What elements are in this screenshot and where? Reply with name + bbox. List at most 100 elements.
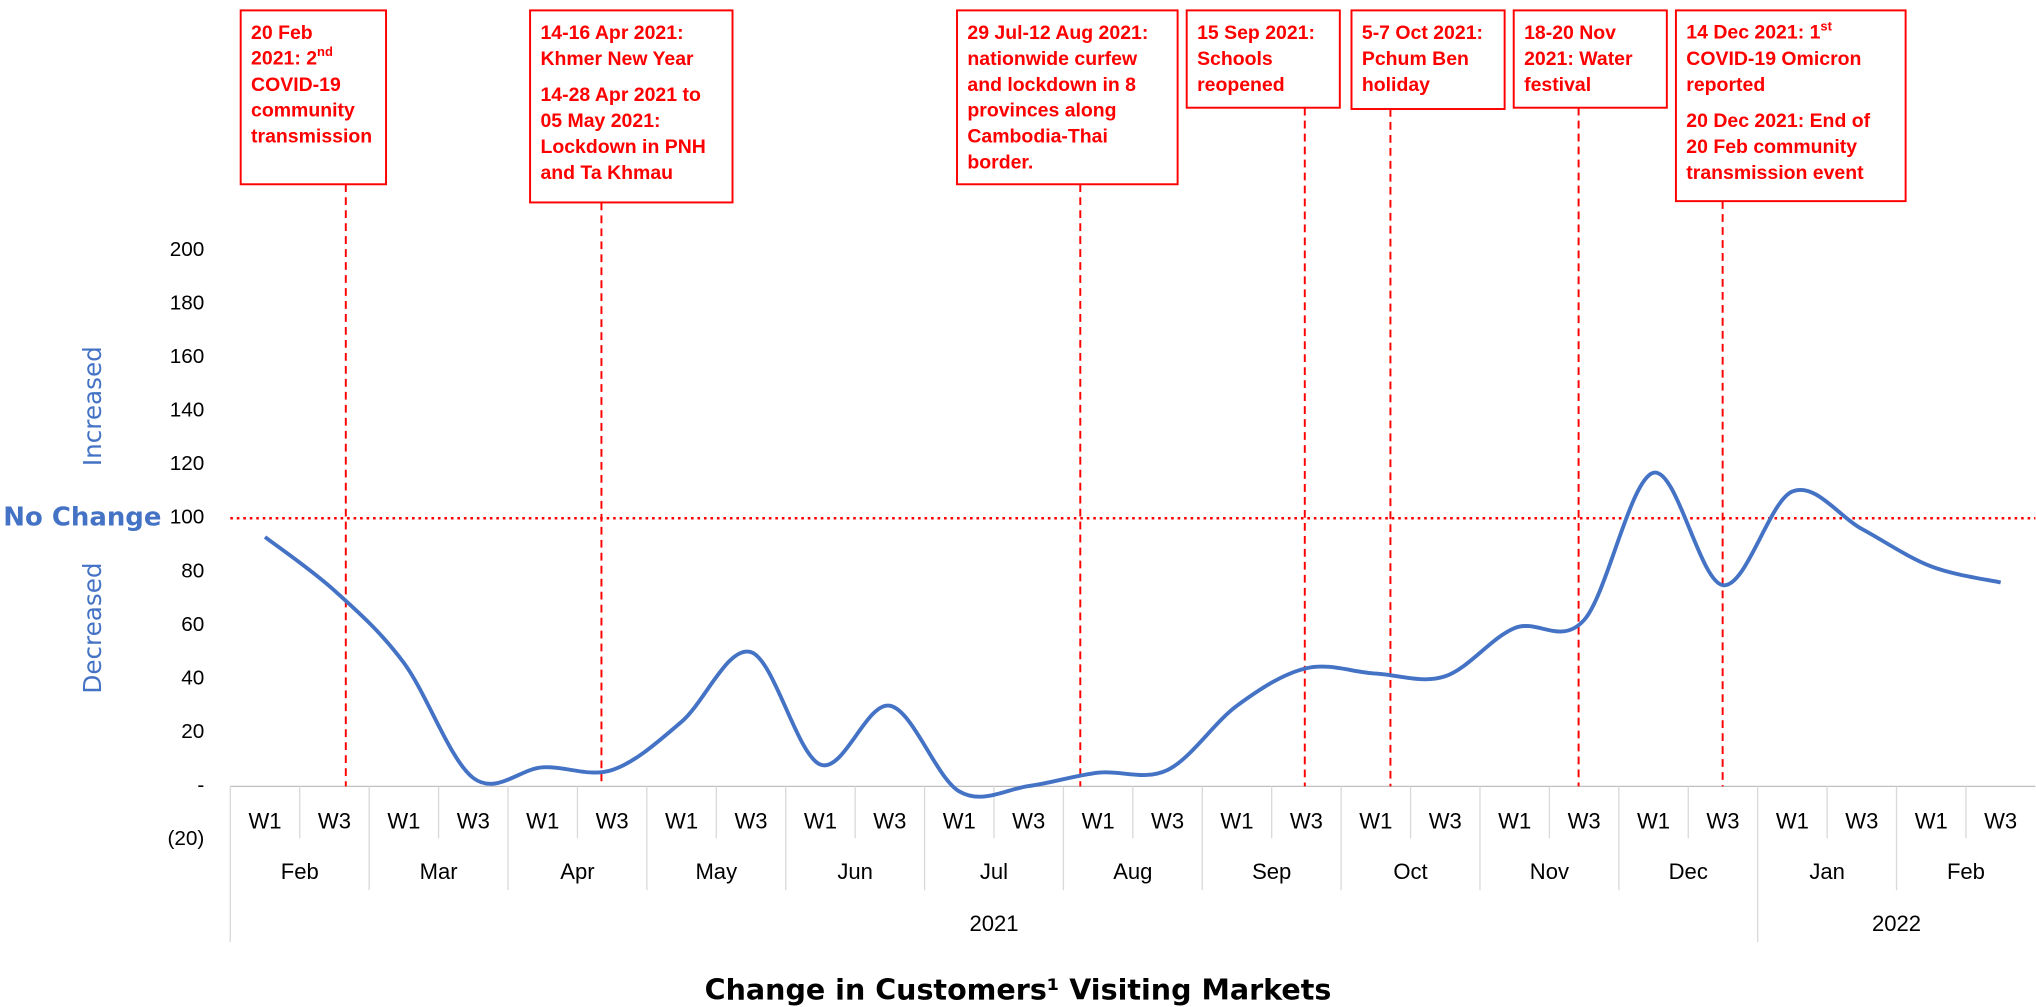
annotation-text: 15 Sep 2021: — [1197, 22, 1315, 44]
annotation-superscript: nd — [317, 45, 333, 60]
annotation-box — [1350, 9, 1506, 110]
x-tick-label: W1 — [1915, 809, 1948, 834]
x-tick-label: W3 — [873, 809, 906, 834]
annotation-text: 14 Dec 2021: 1st — [1686, 19, 1832, 44]
annotation-text-part: 2021: 2 — [251, 48, 317, 70]
y-tick-label: 140 — [170, 399, 205, 422]
annotation-text: COVID-19 Omicron — [1686, 48, 1861, 70]
annotation-text: 18-20 Nov — [1524, 22, 1616, 44]
x-tick-label: W3 — [1290, 809, 1323, 834]
y-tick-label: 20 — [181, 720, 204, 743]
decreased-label: Decreased — [78, 562, 107, 693]
annotation-text: Cambodia-Thai — [967, 126, 1108, 148]
annotation-box — [239, 9, 388, 186]
annotation-superscript: st — [1820, 19, 1832, 34]
annotation-text: COVID-19 — [251, 74, 341, 96]
no-change-label: No Change — [3, 503, 161, 533]
month-label: Nov — [1530, 859, 1569, 884]
x-tick-label: W1 — [526, 809, 559, 834]
data-line — [263, 470, 2002, 799]
y-tick-label: - — [197, 774, 204, 797]
x-tick-label: W1 — [248, 809, 281, 834]
month-label: Dec — [1669, 859, 1708, 884]
annotation-box — [529, 9, 734, 204]
x-tick-label: W3 — [1012, 809, 1045, 834]
annotation-text: Lockdown in PNH — [540, 136, 705, 158]
annotation-box — [956, 9, 1179, 186]
x-tick-label: W3 — [1151, 809, 1184, 834]
year-label: 2021 — [969, 911, 1018, 936]
month-label: Jun — [837, 859, 873, 884]
annotation-text: 20 Dec 2021: End of — [1686, 110, 1870, 132]
y-tick-label: 160 — [170, 345, 205, 368]
y-tick-label: 120 — [170, 452, 205, 475]
x-tick-label: W3 — [1706, 809, 1739, 834]
month-label: Apr — [560, 859, 594, 884]
month-label: Oct — [1393, 859, 1427, 884]
annotation-text: 20 Feb — [251, 22, 313, 44]
x-tick-label: W1 — [1498, 809, 1531, 834]
x-tick-label: W1 — [387, 809, 420, 834]
annotation-text: transmission — [251, 126, 372, 148]
month-label: Feb — [1947, 859, 1985, 884]
x-tick-label: W3 — [1845, 809, 1878, 834]
y-tick-label: (20) — [167, 827, 204, 850]
y-tick-label: 40 — [181, 666, 204, 689]
annotation-box — [1185, 9, 1341, 109]
month-label: May — [695, 859, 737, 884]
chart-title: Change in Customers¹ Visiting Markets — [705, 973, 1332, 1006]
x-tick-label: W1 — [943, 809, 976, 834]
annotation-text: community — [251, 100, 355, 122]
x-tick-label: W3 — [596, 809, 629, 834]
x-tick-label: W3 — [1429, 809, 1462, 834]
annotation-text: holiday — [1362, 74, 1430, 96]
month-label: Sep — [1252, 859, 1291, 884]
annotation-text: festival — [1524, 74, 1591, 96]
annotation-text: and Ta Khmau — [540, 162, 673, 184]
x-tick-label: W3 — [457, 809, 490, 834]
x-tick-label: W3 — [318, 809, 351, 834]
annotation-text: and lockdown in 8 — [967, 74, 1136, 96]
annotation-text: Schools — [1197, 48, 1273, 70]
annotation-text: border. — [967, 152, 1033, 174]
increased-label: Increased — [78, 346, 107, 466]
annotation-text: reopened — [1197, 74, 1285, 96]
annotation-text: 14-28 Apr 2021 to — [540, 84, 701, 106]
month-label: Jul — [980, 859, 1008, 884]
annotation-text: 20 Feb community — [1686, 136, 1857, 158]
x-tick-label: W1 — [665, 809, 698, 834]
annotation-text-part: 14 Dec 2021: 1 — [1686, 22, 1820, 44]
annotation-box — [1674, 9, 1907, 203]
month-label: Jan — [1809, 859, 1845, 884]
annotation-text: 05 May 2021: — [540, 110, 660, 132]
x-tick-label: W1 — [1637, 809, 1670, 834]
annotation-text: 2021: 2nd — [251, 45, 333, 70]
annotation-text: Khmer New Year — [540, 48, 694, 70]
month-label: Aug — [1113, 859, 1152, 884]
y-tick-label: 200 — [170, 238, 205, 261]
x-tick-label: W1 — [804, 809, 837, 834]
annotation-text: transmission event — [1686, 162, 1864, 184]
annotation-text: 5-7 Oct 2021: — [1362, 22, 1483, 44]
x-tick-label: W1 — [1220, 809, 1253, 834]
month-label: Mar — [420, 859, 458, 884]
x-tick-label: W3 — [1984, 809, 2017, 834]
annotation-text: nationwide curfew — [967, 48, 1138, 70]
annotation-text: provinces along — [967, 100, 1116, 122]
y-tick-label: 80 — [181, 559, 204, 582]
annotation-box — [1512, 9, 1668, 109]
month-label: Feb — [281, 859, 319, 884]
y-tick-label: 180 — [170, 291, 205, 314]
annotation-text: reported — [1686, 74, 1765, 96]
annotation-text: Pchum Ben — [1362, 48, 1469, 70]
y-tick-label: 60 — [181, 613, 204, 636]
x-tick-label: W3 — [734, 809, 767, 834]
year-label: 2022 — [1872, 911, 1921, 936]
y-tick-label: 100 — [170, 506, 205, 529]
x-tick-label: W3 — [1568, 809, 1601, 834]
annotation-text: 2021: Water — [1524, 48, 1633, 70]
annotation-text: 14-16 Apr 2021: — [540, 22, 683, 44]
annotation-text: 29 Jul-12 Aug 2021: — [967, 22, 1148, 44]
